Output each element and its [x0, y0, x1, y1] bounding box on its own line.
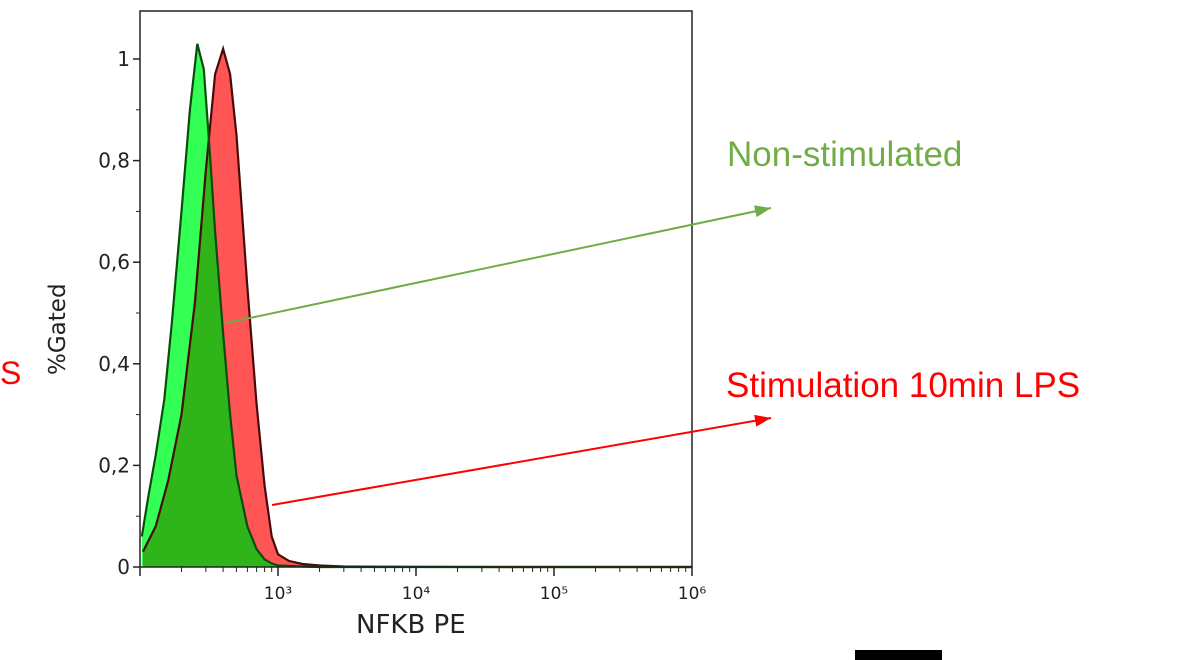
- side-mark-letter: S: [0, 355, 22, 391]
- y-tick-label-4: 0,8: [98, 149, 130, 173]
- y-tick-label-1: 0,2: [98, 453, 130, 477]
- black-box-decoration: [855, 650, 942, 660]
- x-axis-label: NFKB PE: [356, 610, 466, 640]
- y-tick-label-5: 1: [117, 47, 130, 71]
- x-tick-label-0: 10³: [264, 584, 292, 604]
- x-tick-label-1: 10⁴: [402, 584, 431, 604]
- arrow-stimulation-head: [754, 414, 771, 427]
- y-tick-label-2: 0,4: [98, 352, 130, 376]
- x-tick-label-3: 10⁶: [678, 584, 707, 604]
- y-axis-label: %Gated: [45, 283, 71, 375]
- annotation-non-stimulated: Non-stimulated: [727, 135, 963, 174]
- y-tick-label-3: 0,6: [98, 250, 130, 274]
- arrow-non-stimulated-line: [225, 207, 772, 324]
- annotation-stimulation: Stimulation 10min LPS: [726, 366, 1081, 405]
- arrow-stimulation-line: [271, 417, 772, 506]
- x-tick-label-2: 10⁵: [540, 584, 568, 604]
- series-non-stimulated-outline: [140, 43, 692, 569]
- y-tick-label-0: 0: [117, 555, 130, 579]
- arrow-non-stimulated-head: [754, 205, 771, 218]
